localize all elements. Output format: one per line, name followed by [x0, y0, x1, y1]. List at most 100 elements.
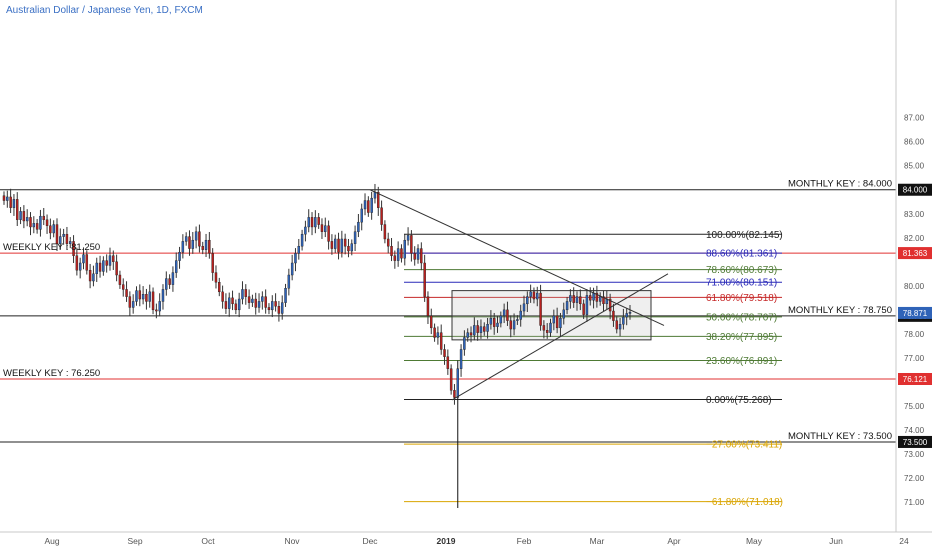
- candle-body: [304, 226, 307, 235]
- fib-level-label: 71.00%(80.151): [706, 278, 777, 289]
- key-level-price-badge-text: 73.500: [903, 438, 928, 447]
- candle-body: [476, 325, 479, 333]
- candle-body: [32, 223, 36, 228]
- candle-body: [115, 261, 118, 276]
- price-tick-label: 71.00: [904, 498, 925, 507]
- candle-body: [98, 262, 102, 272]
- candle-body: [549, 322, 552, 333]
- trendline-resistance: [369, 189, 665, 326]
- fib-level-label: 61.80%(79.518): [706, 293, 777, 304]
- candle-body: [347, 245, 350, 252]
- candle-body: [161, 289, 165, 302]
- price-tick-label: 87.00: [904, 114, 925, 123]
- price-tick-label: 78.00: [904, 330, 925, 339]
- candle-body: [254, 298, 257, 308]
- candle-body: [410, 235, 413, 254]
- candle-body: [135, 290, 138, 302]
- candle-body: [486, 324, 489, 332]
- candle-body: [479, 326, 483, 333]
- candle-body: [125, 289, 128, 297]
- candle-body: [400, 248, 403, 259]
- candle-body: [483, 326, 486, 332]
- time-tick-label: Mar: [590, 536, 605, 546]
- key-level-price-badge-text: 84.000: [903, 186, 928, 195]
- time-tick-label: 24: [899, 536, 909, 546]
- price-tick-label: 86.00: [904, 138, 925, 147]
- time-tick-label: Oct: [201, 536, 215, 546]
- candle-body: [545, 330, 549, 333]
- candle-body: [403, 239, 406, 259]
- candle-body: [141, 294, 145, 300]
- candle-body: [42, 215, 45, 220]
- candle-body: [598, 296, 602, 302]
- candle-body: [300, 233, 304, 247]
- candle-body: [108, 255, 112, 266]
- price-tick-label: 72.00: [904, 474, 925, 483]
- candle-body: [294, 253, 297, 264]
- key-level-label: MONTHLY KEY : 78.750: [788, 305, 892, 316]
- candle-body: [65, 233, 69, 244]
- candle-body: [92, 273, 95, 282]
- candle-body: [552, 315, 556, 324]
- time-tick-label: May: [746, 536, 763, 546]
- candle-body: [9, 196, 12, 208]
- fib-level-label: −61.80%(71.018): [706, 497, 783, 508]
- candle-body: [522, 303, 526, 312]
- fib-level-label: 0.00%(75.268): [706, 395, 772, 406]
- candle-body: [112, 255, 115, 262]
- candle-body: [569, 295, 572, 302]
- candle-body: [6, 196, 9, 201]
- fib-level-label: 38.20%(77.895): [706, 332, 777, 343]
- candle-body: [317, 217, 320, 225]
- candle-body: [208, 239, 211, 254]
- candle-body: [509, 320, 512, 330]
- time-tick-label: 2019: [437, 536, 456, 546]
- candle-body: [310, 217, 314, 228]
- time-tick-label: Jun: [829, 536, 843, 546]
- candle-body: [413, 253, 416, 260]
- candle-body: [529, 291, 532, 297]
- candle-body: [612, 310, 615, 321]
- candle-body: [618, 324, 622, 330]
- candle-body: [559, 318, 562, 329]
- candle-body: [234, 303, 238, 311]
- candle-body: [25, 217, 29, 222]
- candle-body: [155, 309, 158, 312]
- candle-body: [251, 298, 254, 303]
- time-tick-label: Apr: [667, 536, 680, 546]
- candle-body: [138, 290, 142, 300]
- candle-body: [85, 254, 89, 271]
- candle-body: [29, 217, 32, 228]
- candle-body: [519, 310, 522, 320]
- candle-body: [231, 297, 234, 305]
- candle-body: [75, 255, 79, 271]
- candle-body: [314, 217, 317, 228]
- candle-body: [198, 231, 201, 247]
- candle-body: [367, 200, 370, 213]
- candle-body: [625, 313, 628, 318]
- candle-body: [628, 312, 632, 314]
- key-level-price-badge: [898, 183, 932, 196]
- candle-body: [261, 296, 264, 302]
- candle-body: [247, 296, 251, 303]
- candle-body: [181, 241, 185, 253]
- candle-body: [343, 238, 347, 247]
- candle-body: [608, 298, 612, 312]
- candle-body: [72, 241, 75, 256]
- candle-body: [562, 309, 565, 319]
- candle-body: [393, 255, 397, 261]
- candle-body: [2, 195, 6, 201]
- candle-body: [592, 292, 595, 301]
- candle-body: [82, 254, 85, 264]
- candle-body: [526, 296, 529, 305]
- trendline-support: [451, 273, 669, 401]
- price-tick-label: 80.00: [904, 282, 925, 291]
- candle-body: [19, 211, 22, 220]
- candle-body: [506, 309, 509, 321]
- candle-body: [363, 200, 367, 210]
- candle-body: [95, 262, 98, 275]
- fib-level-label: 23.60%(76.891): [706, 356, 777, 367]
- candle-body: [423, 262, 426, 297]
- price-tick-label: 85.00: [904, 162, 925, 171]
- candle-body: [151, 291, 155, 311]
